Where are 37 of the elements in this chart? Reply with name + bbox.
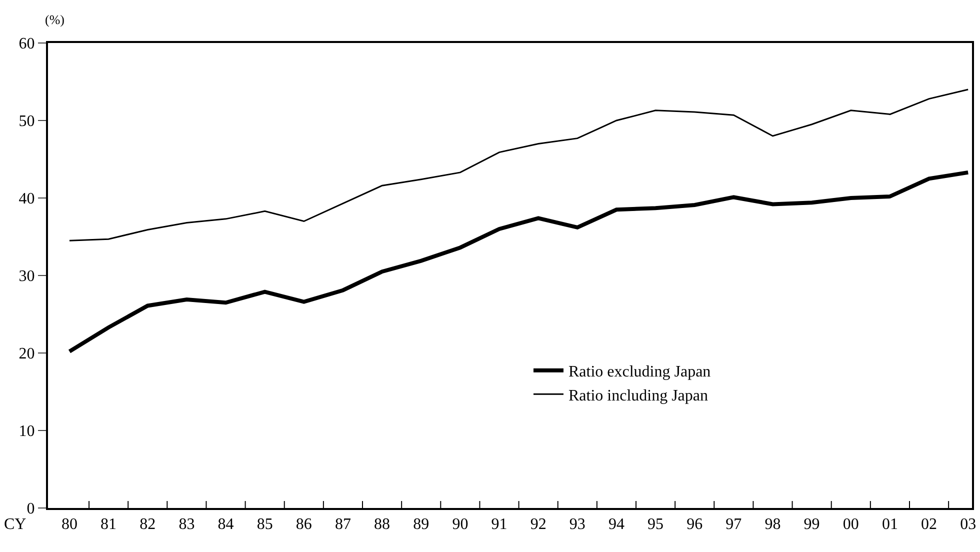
- x-tick-label: 03: [960, 516, 976, 534]
- x-tick-label: 92: [530, 516, 546, 534]
- y-tick-label: 10: [18, 423, 35, 440]
- legend-label: Ratio including Japan: [568, 387, 708, 404]
- y-tick-label: 20: [18, 346, 35, 363]
- x-tick-label: 96: [686, 516, 703, 534]
- x-tick-label: 02: [921, 516, 938, 534]
- x-tick-label: 91: [491, 516, 508, 534]
- y-tick-label: 0: [26, 500, 35, 518]
- x-tick-label: 80: [61, 516, 78, 534]
- legend-label: Ratio excluding Japan: [568, 364, 711, 381]
- x-axis-title: CY: [4, 516, 27, 533]
- x-tick-label: 94: [608, 516, 624, 534]
- y-tick-label: 30: [18, 268, 35, 286]
- x-tick-label: 81: [100, 516, 117, 534]
- x-tick-label: 84: [218, 516, 234, 534]
- x-tick-label: 87: [334, 516, 351, 534]
- y-tick-label: 40: [18, 190, 35, 208]
- x-tick-label: 93: [569, 516, 586, 534]
- x-tick-label: 86: [296, 516, 312, 534]
- y-axis-title: (%): [45, 12, 64, 27]
- x-tick-label: 83: [178, 516, 195, 534]
- x-tick-label: 99: [804, 516, 820, 534]
- x-tick-label: 00: [842, 516, 859, 534]
- x-tick-label: 82: [140, 516, 156, 534]
- x-tick-label: 01: [882, 516, 898, 534]
- y-tick-label: 60: [18, 36, 35, 53]
- x-tick-label: 95: [648, 516, 664, 534]
- x-tick-label: 88: [374, 516, 390, 534]
- line-series: [67, 170, 970, 354]
- x-tick-label: 90: [452, 516, 468, 534]
- x-tick-label: 97: [726, 516, 742, 534]
- x-tick-label: 85: [256, 516, 273, 534]
- x-tick-label: 89: [413, 516, 430, 534]
- line-series: [68, 88, 969, 242]
- y-tick-label: 50: [18, 113, 35, 130]
- x-tick-label: 98: [764, 516, 781, 534]
